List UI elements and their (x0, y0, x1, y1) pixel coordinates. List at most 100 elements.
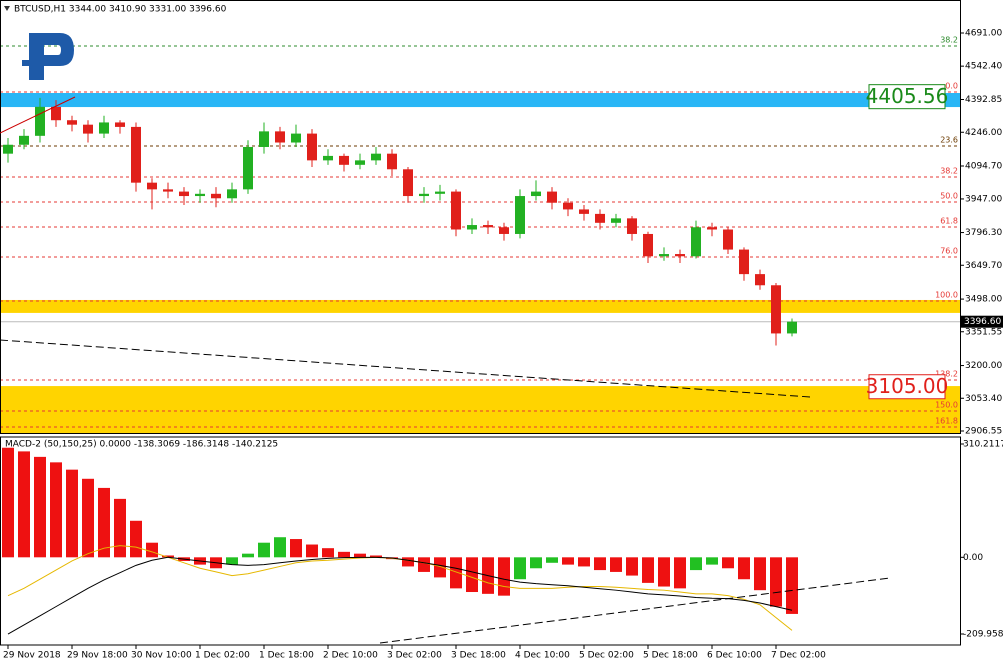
x-tick-label: 3 Dec 02:00 (387, 651, 442, 661)
macd-bar (690, 557, 702, 570)
candle-body (787, 322, 797, 334)
candle-body (643, 234, 653, 256)
macd-bar (466, 557, 478, 592)
candle-body (99, 122, 109, 133)
macd-bar (578, 557, 590, 566)
macd-bar (546, 557, 558, 562)
candle-body (771, 285, 781, 333)
candle-body (227, 189, 237, 198)
candle-body (387, 154, 397, 170)
candle-body (659, 254, 669, 256)
macd-bar (274, 537, 286, 557)
zone-band (0, 93, 960, 107)
macd-bar (130, 521, 142, 558)
price-label: 4405.56 (866, 84, 949, 108)
x-tick-label: 5 Dec 02:00 (579, 651, 634, 661)
macd-bar (530, 557, 542, 568)
macd-bar (146, 543, 158, 558)
candle-body (355, 160, 365, 164)
candle-body (419, 194, 429, 196)
candle-body (595, 214, 605, 223)
macd-bar (498, 557, 510, 595)
fib-label: 50.0 (940, 192, 958, 201)
macd-bar (82, 479, 94, 558)
y-tick-label: 3200.00 (965, 361, 1002, 371)
logo-bar (22, 60, 52, 66)
candle-body (723, 230, 733, 250)
x-tick-label: 5 Dec 18:00 (643, 651, 698, 661)
macd-bar (242, 554, 254, 558)
macd-bar (34, 457, 46, 557)
macd-bar (226, 557, 238, 564)
candle-body (195, 194, 205, 196)
x-tick-label: 4 Dec 10:00 (515, 651, 570, 661)
y-tick-label: 3947.00 (965, 194, 1002, 204)
x-tick-label: 2 Dec 10:00 (323, 651, 378, 661)
candle-body (547, 192, 557, 203)
macd-bar (674, 557, 686, 588)
macd-bar (770, 557, 782, 606)
y-tick-label: 4392.85 (965, 95, 1002, 105)
y-tick-label: 3498.00 (965, 295, 1002, 305)
macd-bar (306, 545, 318, 558)
candle-body (675, 254, 685, 256)
y-tick-label: 2906.55 (965, 427, 1002, 437)
price-label: 3105.00 (866, 374, 949, 398)
indicator-header: MACD-2 (50,150,25) 0.0000 -138.3069 -186… (5, 440, 278, 450)
y-tick-label: 0.00 (963, 553, 983, 563)
y-tick-label: 4246.00 (965, 128, 1002, 138)
macd-bar (754, 557, 766, 590)
candle-body (579, 209, 589, 213)
y-tick-label: 3649.70 (965, 261, 1002, 271)
candle-body (259, 131, 269, 147)
candle-body (147, 183, 157, 190)
x-tick-label: 7 Dec 02:00 (771, 651, 826, 661)
x-tick-label: 1 Dec 02:00 (195, 651, 250, 661)
fib-label: 76.0 (940, 247, 958, 256)
macd-bar (706, 557, 718, 564)
macd-bar (626, 557, 638, 575)
y-tick-label: 310.2117 (963, 440, 1003, 450)
candle-body (563, 203, 573, 210)
macd-bar (418, 557, 430, 572)
candle-body (19, 136, 29, 145)
candle-body (371, 154, 381, 161)
macd-bar (514, 557, 526, 579)
candle-body (275, 131, 285, 142)
candle-body (755, 274, 765, 285)
x-tick-label: 29 Nov 18:00 (67, 651, 128, 661)
x-tick-label: 6 Dec 10:00 (707, 651, 762, 661)
candle-body (515, 196, 525, 234)
candle-body (131, 127, 141, 183)
fib-label: 61.8 (940, 217, 958, 226)
symbol-header: BTCUSD,H1 3344.00 3410.90 3331.00 3396.6… (14, 5, 227, 15)
macd-bar (722, 557, 734, 568)
y-tick-label: 4542.40 (965, 62, 1002, 72)
y-tick-label: 3351.55 (965, 327, 1002, 337)
candle-body (531, 192, 541, 196)
y-tick-label: 3796.30 (965, 228, 1002, 238)
macd-bar (114, 499, 126, 557)
fib-label: 150.0 (935, 401, 958, 410)
zone-band (0, 386, 960, 433)
candle-body (611, 218, 621, 222)
candle-body (707, 227, 717, 229)
current-price-label: 3396.60 (964, 317, 1001, 327)
macd-bar (658, 557, 670, 586)
candle-body (211, 194, 221, 198)
macd-bar (610, 557, 622, 572)
fib-label: 38.2 (940, 36, 958, 45)
macd-bar (338, 552, 350, 557)
macd-bar (738, 557, 750, 579)
macd-bar (50, 462, 62, 557)
candle-body (243, 147, 253, 189)
macd-bar (642, 557, 654, 583)
macd-bar (786, 557, 798, 614)
macd-bar (402, 557, 414, 566)
candle-body (291, 134, 301, 143)
x-tick-label: 3 Dec 18:00 (451, 651, 506, 661)
y-tick-label: 4691.00 (965, 29, 1002, 39)
fib-label: 38.2 (940, 167, 958, 176)
